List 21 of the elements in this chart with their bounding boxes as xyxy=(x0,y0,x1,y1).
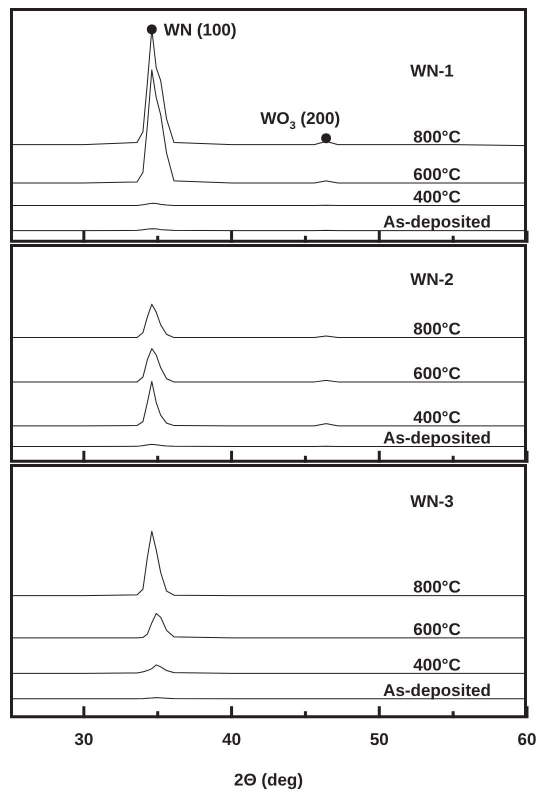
series-label: 400°C xyxy=(413,408,461,427)
series-label: 800°C xyxy=(413,320,461,339)
series-label: 800°C xyxy=(413,128,461,147)
series-label: As-deposited xyxy=(383,428,491,448)
series-label: 600°C xyxy=(413,165,461,184)
series-label: 600°C xyxy=(413,364,461,383)
x-axis-title: 2Θ (deg) xyxy=(234,770,303,790)
x-tick-label: 30 xyxy=(74,730,94,750)
series-label: As-deposited xyxy=(383,212,491,232)
annotation: WN (100) xyxy=(164,20,237,40)
x-tick-label: 60 xyxy=(518,730,536,750)
series-label: 400°C xyxy=(413,655,461,674)
series-label: As-deposited xyxy=(383,680,491,700)
series-label: 600°C xyxy=(413,620,461,639)
chart-title: WN-3 xyxy=(410,492,454,511)
text: WN-1 xyxy=(410,61,454,80)
x-tick-label: 50 xyxy=(370,730,389,750)
x-tick-label: 40 xyxy=(222,730,242,750)
series-label: 400°C xyxy=(413,187,461,206)
series-label: 800°C xyxy=(413,578,461,597)
chart-title: WN-2 xyxy=(410,270,454,290)
